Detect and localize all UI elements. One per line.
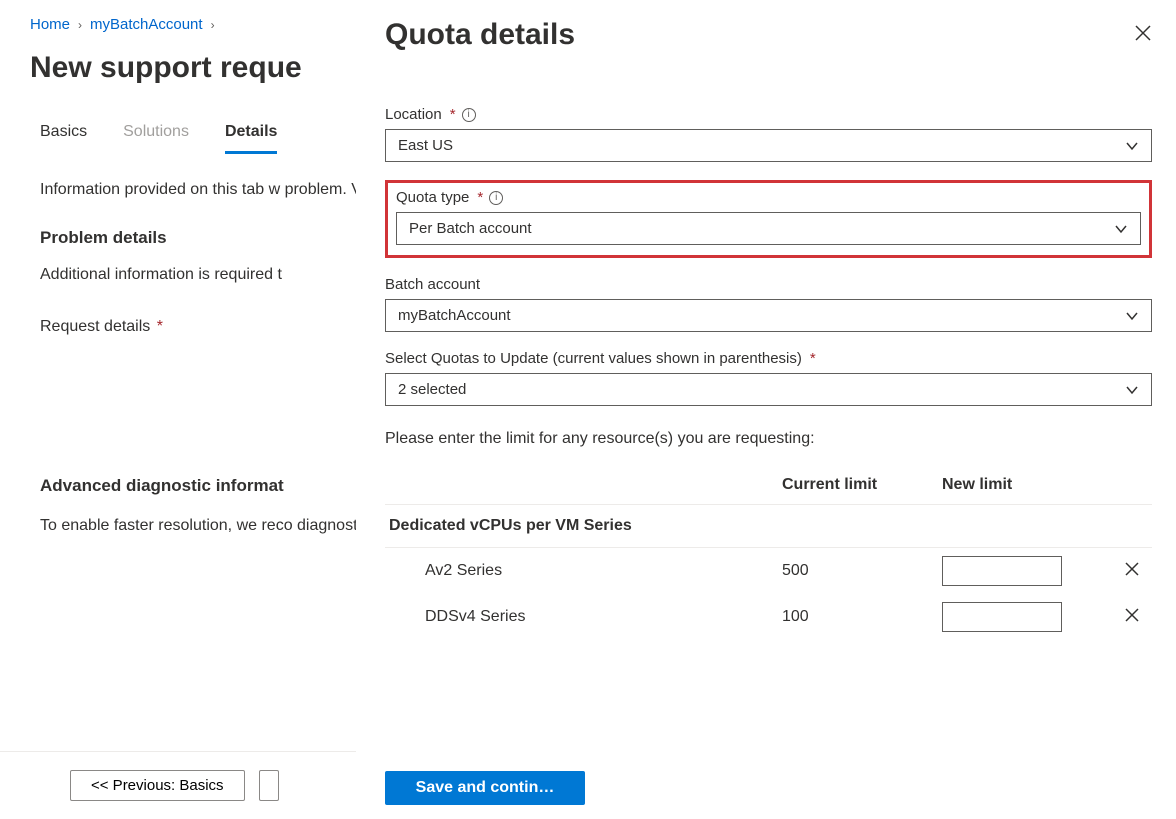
current-limit-value: 100: [782, 608, 942, 626]
quota-row: DDSv4 Series 100: [385, 594, 1152, 640]
series-name: DDSv4 Series: [385, 608, 782, 626]
info-icon[interactable]: i: [489, 191, 503, 205]
quota-row: Av2 Series 500: [385, 548, 1152, 594]
location-label: Location* i: [385, 106, 1152, 123]
panel-footer: Save and contin…: [385, 771, 585, 805]
select-quotas-label: Select Quotas to Update (current values …: [385, 350, 1152, 367]
current-limit-value: 500: [782, 562, 942, 580]
breadcrumb-account[interactable]: myBatchAccount: [90, 16, 203, 33]
quota-details-panel: Quota details Location* i East US Quota …: [356, 0, 1176, 819]
quota-form: Location* i East US Quota type* i Per Ba…: [385, 52, 1152, 640]
remove-row-icon[interactable]: [1112, 606, 1152, 629]
quota-type-value: Per Batch account: [409, 220, 532, 237]
col-new-limit: New limit: [942, 476, 1112, 494]
chevron-down-icon: [1125, 383, 1139, 397]
batch-account-select[interactable]: myBatchAccount: [385, 299, 1152, 332]
quota-type-label: Quota type* i: [396, 189, 1141, 206]
location-value: East US: [398, 137, 453, 154]
breadcrumb-home[interactable]: Home: [30, 16, 70, 33]
remove-row-icon[interactable]: [1112, 560, 1152, 583]
batch-account-label: Batch account: [385, 276, 1152, 293]
chevron-down-icon: [1125, 139, 1139, 153]
info-icon[interactable]: i: [462, 108, 476, 122]
chevron-right-icon: ›: [78, 18, 82, 32]
quota-type-field: Quota type* i Per Batch account: [396, 189, 1141, 245]
tab-basics[interactable]: Basics: [40, 115, 87, 154]
limit-hint-text: Please enter the limit for any resource(…: [385, 430, 1152, 448]
batch-account-value: myBatchAccount: [398, 307, 511, 324]
location-select[interactable]: East US: [385, 129, 1152, 162]
chevron-right-icon: ›: [211, 18, 215, 32]
select-quotas-field: Select Quotas to Update (current values …: [385, 350, 1152, 406]
close-icon[interactable]: [1134, 22, 1152, 48]
select-quotas-value: 2 selected: [398, 381, 466, 398]
quota-type-highlight: Quota type* i Per Batch account: [385, 180, 1152, 258]
save-continue-button[interactable]: Save and contin…: [385, 771, 585, 805]
previous-basics-button[interactable]: << Previous: Basics: [70, 770, 245, 801]
col-current-limit: Current limit: [782, 476, 942, 494]
series-name: Av2 Series: [385, 562, 782, 580]
quota-group-heading: Dedicated vCPUs per VM Series: [385, 504, 1152, 548]
new-limit-input[interactable]: [942, 556, 1062, 586]
quota-type-select[interactable]: Per Batch account: [396, 212, 1141, 245]
select-quotas-select[interactable]: 2 selected: [385, 373, 1152, 406]
panel-title: Quota details: [385, 18, 575, 52]
tab-solutions: Solutions: [123, 115, 189, 154]
next-button-partial[interactable]: [259, 770, 279, 801]
batch-account-field: Batch account myBatchAccount: [385, 276, 1152, 332]
required-asterisk: *: [152, 318, 163, 335]
tab-details[interactable]: Details: [225, 115, 277, 154]
panel-header: Quota details: [385, 18, 1152, 52]
location-field: Location* i East US: [385, 106, 1152, 162]
chevron-down-icon: [1114, 222, 1128, 236]
quota-table: Current limit New limit Dedicated vCPUs …: [385, 466, 1152, 640]
quota-table-header: Current limit New limit: [385, 466, 1152, 504]
new-limit-input[interactable]: [942, 602, 1062, 632]
chevron-down-icon: [1125, 309, 1139, 323]
